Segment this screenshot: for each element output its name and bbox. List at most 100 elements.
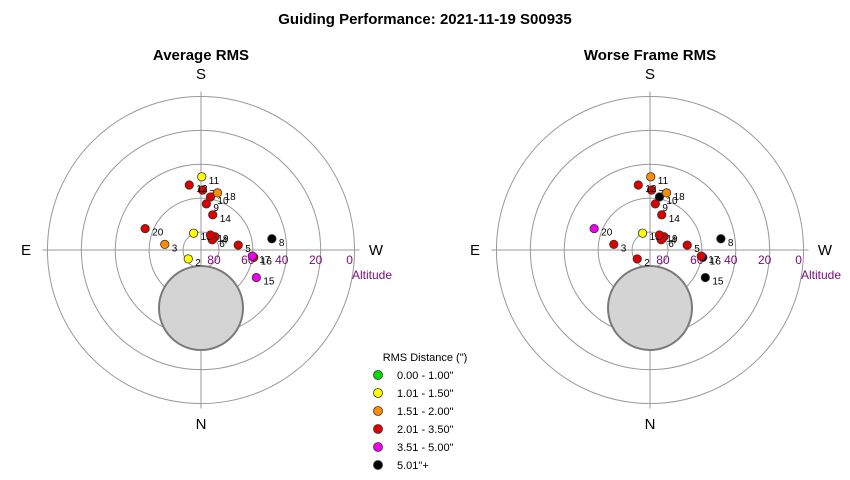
legend-entry: 0.00 - 1.00" — [397, 370, 454, 382]
polar-panel-average: Average RMSSNEW806040200Altitude23456789… — [21, 47, 392, 433]
data-point-label: 4 — [222, 236, 228, 247]
data-point — [700, 272, 710, 283]
data-point — [654, 230, 665, 240]
data-point-label: 12 — [196, 184, 208, 195]
data-point-label: 15 — [712, 277, 724, 288]
data-point — [638, 228, 648, 238]
data-point-label: 2 — [644, 258, 650, 269]
legend-swatch — [373, 460, 383, 470]
data-point-label: 9 — [213, 203, 219, 214]
data-point — [657, 210, 667, 220]
panel-title: Worse Frame RMS — [584, 47, 716, 64]
data-point-label: 5 — [245, 244, 251, 255]
data-point — [589, 223, 599, 234]
data-point-label: 9 — [662, 203, 668, 214]
data-point — [716, 234, 726, 244]
data-point-label: 3 — [621, 243, 627, 254]
data-point — [160, 239, 170, 249]
data-point — [632, 254, 642, 264]
legend-entry: 2.01 - 3.50" — [397, 424, 454, 436]
legend-entry: 3.51 - 5.00" — [397, 442, 454, 454]
data-point — [189, 228, 199, 238]
data-point — [247, 251, 257, 261]
cardinal-east: E — [21, 242, 31, 259]
figure-title: Guiding Performance: 2021-11-19 S00935 — [278, 11, 571, 28]
altitude-tick-label: 20 — [309, 253, 323, 267]
data-point — [212, 188, 223, 198]
data-point — [205, 230, 216, 240]
data-point-label: 3 — [172, 243, 178, 254]
legend-swatch — [373, 442, 383, 452]
data-point-label: 15 — [263, 277, 275, 288]
altitude-axis-label: Altitude — [801, 268, 841, 282]
cardinal-north: N — [645, 416, 656, 433]
legend-entry: 1.51 - 2.00" — [397, 406, 454, 418]
altitude-tick-label: 0 — [795, 253, 802, 267]
legend-entry: 5.01"+ — [397, 460, 429, 472]
cardinal-south: S — [196, 66, 206, 83]
data-point-label: 2 — [195, 258, 201, 269]
data-point — [233, 240, 243, 250]
blocked-zone — [607, 265, 693, 351]
legend-swatch — [373, 370, 383, 380]
data-point-label: 11 — [209, 176, 220, 187]
cardinal-south: S — [645, 66, 655, 83]
data-point — [208, 210, 218, 220]
data-point-label: 14 — [220, 214, 232, 225]
data-point-label: 13 — [201, 232, 213, 243]
altitude-tick-label: 40 — [275, 253, 289, 267]
data-point-label: 18 — [674, 192, 686, 203]
altitude-axis-label: Altitude — [352, 268, 392, 282]
data-point-label: 14 — [669, 214, 681, 225]
blocked-zone — [158, 265, 244, 351]
data-point — [205, 192, 216, 202]
legend-swatch — [373, 424, 383, 434]
legend-swatch — [373, 406, 383, 416]
data-point — [682, 240, 692, 250]
data-point-label: 11 — [658, 176, 669, 187]
data-point — [140, 223, 150, 234]
legend: RMS Distance (") 0.00 - 1.00" 1.01 - 1.50"… — [373, 352, 468, 472]
data-point-label: 5 — [694, 244, 700, 255]
data-point-label: 10 — [666, 196, 678, 207]
altitude-tick-label: 0 — [346, 253, 353, 267]
data-point-label: 6 — [219, 239, 225, 250]
data-point — [197, 172, 207, 182]
data-point-label: 13 — [650, 232, 662, 243]
data-point-label: 17 — [708, 255, 720, 266]
data-point — [251, 272, 261, 283]
cardinal-east: E — [470, 242, 480, 259]
data-point-label: 20 — [152, 228, 164, 239]
data-point — [197, 185, 208, 195]
cardinal-west: W — [818, 242, 833, 259]
data-point-label: 8 — [279, 238, 285, 249]
cardinal-north: N — [196, 416, 207, 433]
legend-swatch — [373, 388, 383, 398]
data-point-label: 6 — [668, 239, 674, 250]
data-point-label: 16 — [710, 256, 722, 267]
data-point — [183, 254, 193, 264]
data-point-label: 17 — [259, 255, 271, 266]
data-point — [201, 199, 211, 209]
data-point — [646, 185, 657, 195]
data-point — [661, 188, 672, 198]
panel-title: Average RMS — [153, 47, 249, 64]
data-point-label: 4 — [671, 236, 677, 247]
data-point-label: 19 — [217, 234, 229, 245]
altitude-tick-label: 20 — [758, 253, 772, 267]
legend-title: RMS Distance (") — [383, 352, 468, 364]
data-point — [654, 192, 665, 202]
data-point — [696, 251, 706, 261]
data-point — [267, 234, 277, 244]
data-point-label: 16 — [261, 256, 273, 267]
cardinal-west: W — [369, 242, 384, 259]
data-point — [184, 180, 194, 190]
legend-entry: 1.01 - 1.50" — [397, 388, 454, 400]
data-point-label: 18 — [225, 192, 237, 203]
data-point-label: 10 — [217, 196, 229, 207]
data-point — [633, 180, 643, 190]
altitude-tick-label: 80 — [656, 253, 670, 267]
data-point — [646, 172, 656, 182]
